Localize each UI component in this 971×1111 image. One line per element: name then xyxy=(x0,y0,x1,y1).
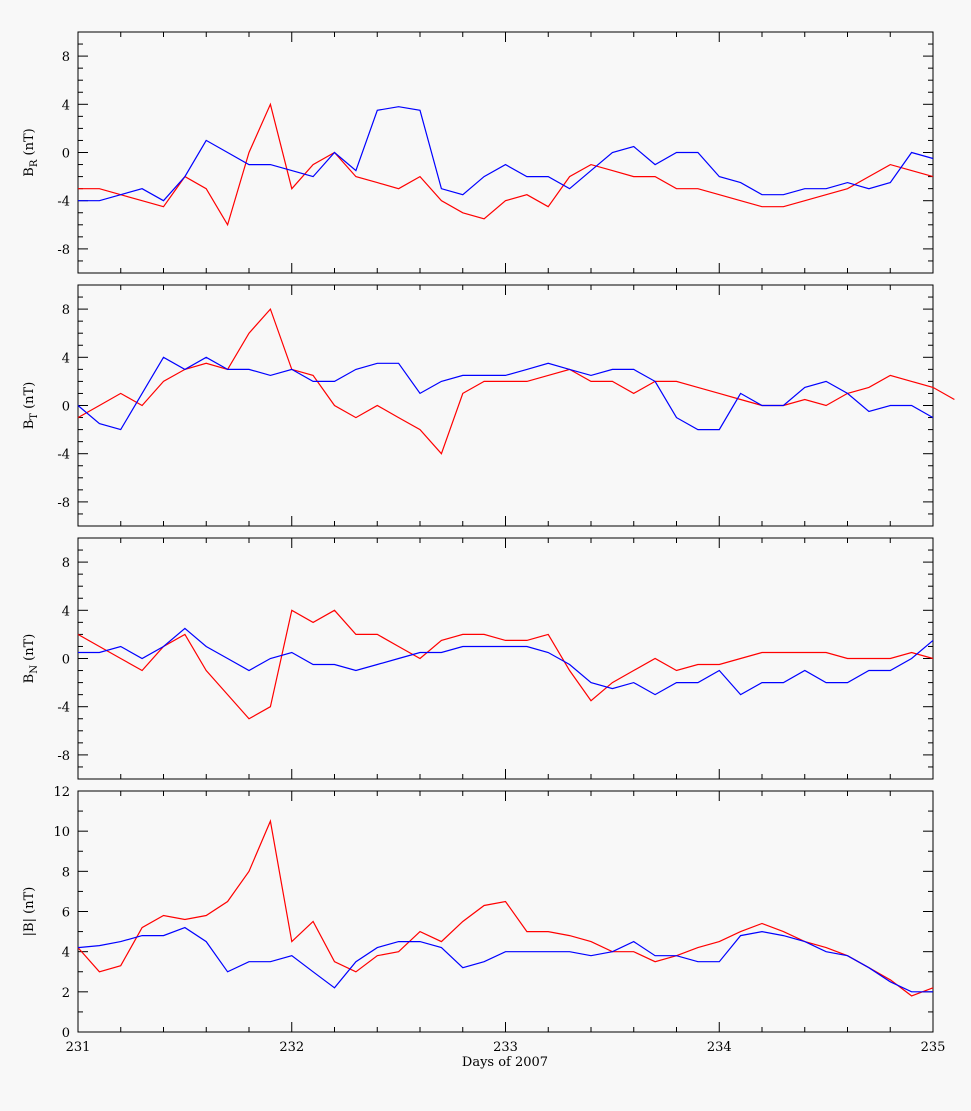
y-tick-label: 8 xyxy=(62,50,70,65)
y-tick-label: 10 xyxy=(53,825,70,840)
series-line-blue xyxy=(77,356,934,431)
panel-3: -8 -4 0 4 8 BN (nT) xyxy=(22,537,934,780)
series-line-blue xyxy=(78,627,934,696)
y-tick-label: 0 xyxy=(62,1026,70,1041)
panel-4: 0 2 4 6 8 10 12 |B| (nT) 231 232 233 234 235 xyxy=(22,785,945,1055)
x-axis-label: Days of 2007 xyxy=(462,1055,548,1070)
y-tick-label: 4 xyxy=(62,351,70,366)
y-axis-label: BR (nT) xyxy=(22,128,40,176)
panel-2: -8 -4 0 4 8 BT (nT) xyxy=(22,284,955,527)
y-tick-label: -8 xyxy=(57,749,70,764)
plot-frame xyxy=(77,790,934,1033)
series-line-blue xyxy=(77,926,933,993)
y-tick-label: -4 xyxy=(57,701,70,716)
y-tick-label: -8 xyxy=(57,496,70,511)
y-tick-label: 8 xyxy=(62,556,70,571)
y-axis-label: BN (nT) xyxy=(22,634,40,684)
plot-frame xyxy=(77,284,934,527)
y-tick-label: 4 xyxy=(62,946,70,961)
series-line-red xyxy=(78,102,934,227)
series-line-red xyxy=(77,609,934,720)
x-tick-label: 235 xyxy=(921,1040,946,1055)
y-axis-label: BT (nT) xyxy=(22,382,40,430)
y-tick-label: 4 xyxy=(62,604,70,619)
x-tick-label: 234 xyxy=(707,1040,732,1055)
y-tick-label: 0 xyxy=(62,400,70,415)
plot-frame xyxy=(77,537,934,780)
x-tick-label: 233 xyxy=(493,1040,518,1055)
y-tick-label: 12 xyxy=(53,785,70,800)
series-line-red xyxy=(77,819,934,997)
x-tick-label: 231 xyxy=(66,1040,91,1055)
y-tick-label: 2 xyxy=(62,986,70,1001)
y-tick-label: -4 xyxy=(57,195,70,210)
y-tick-label: 0 xyxy=(62,147,70,162)
x-tick-label: 232 xyxy=(279,1040,304,1055)
y-axis-label: |B| (nT) xyxy=(22,887,37,937)
plot-frame xyxy=(77,31,934,274)
series-line-red xyxy=(77,307,955,455)
y-tick-label: -4 xyxy=(57,448,70,463)
y-tick-label: 8 xyxy=(62,303,70,318)
y-tick-label: 6 xyxy=(62,906,70,921)
series-line-blue xyxy=(78,106,934,202)
y-tick-label: 8 xyxy=(62,865,70,880)
y-tick-label: -8 xyxy=(57,243,70,258)
y-tick-label: 0 xyxy=(62,653,70,668)
panel-1: -8 -4 0 4 8 BR (nT) xyxy=(22,31,934,274)
y-tick-label: 4 xyxy=(62,98,70,113)
